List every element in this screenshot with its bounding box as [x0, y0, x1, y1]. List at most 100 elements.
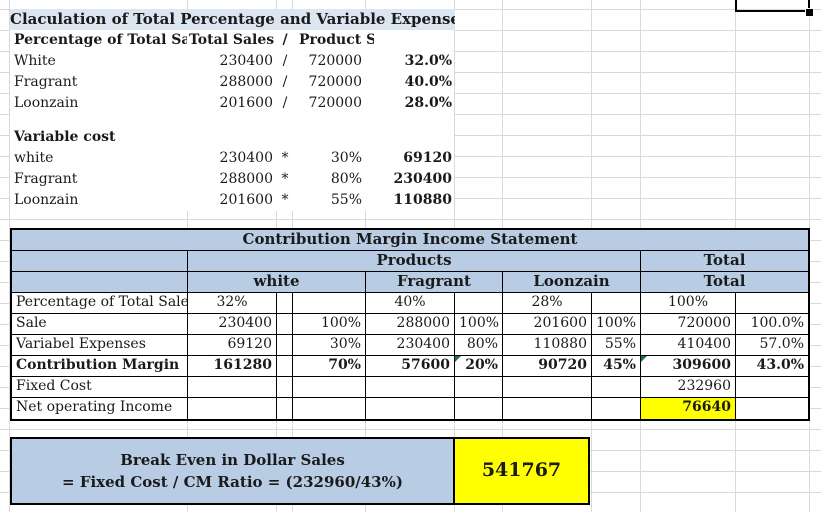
pct-row-0-sales[interactable]: 230400	[219, 53, 273, 69]
is-colhead-loonzain[interactable]: Loonzain	[503, 272, 641, 293]
is-percentage-white[interactable]: 32%	[188, 293, 277, 314]
variable-cost-heading[interactable]: Variable cost	[14, 129, 116, 145]
is-colhead-fragrant[interactable]: Fragrant	[366, 272, 503, 293]
is-variable-white-pct[interactable]: 30%	[293, 335, 366, 356]
pct-row-1-label[interactable]: Fragrant	[14, 74, 78, 90]
is-empty-cell[interactable]	[736, 377, 808, 398]
pct-row-2-pct[interactable]: 28.0%	[404, 95, 452, 111]
is-empty-cell[interactable]	[277, 398, 293, 419]
is-empty-header-cell[interactable]	[12, 272, 188, 293]
is-empty-cell[interactable]	[188, 377, 277, 398]
pct-row-1-op[interactable]: /	[282, 74, 288, 90]
is-empty-cell[interactable]	[293, 293, 366, 314]
pct-row-1-total[interactable]: 720000	[308, 74, 362, 90]
is-variable-label[interactable]: Variabel Expenses	[12, 335, 188, 356]
pct-row-1-pct[interactable]: 40.0%	[404, 74, 452, 90]
is-empty-cell[interactable]	[592, 377, 641, 398]
is-percentage-total[interactable]: 100%	[641, 293, 736, 314]
is-empty-cell[interactable]	[277, 356, 293, 377]
is-empty-cell[interactable]	[736, 293, 808, 314]
is-empty-cell[interactable]	[293, 398, 366, 419]
is-empty-cell[interactable]	[592, 293, 641, 314]
is-fixed-label[interactable]: Fixed Cost	[12, 377, 188, 398]
is-empty-cell[interactable]	[277, 293, 293, 314]
vc-row-0-label[interactable]: white	[14, 150, 54, 166]
pct-row-0-op[interactable]: /	[282, 53, 288, 69]
pct-row-0-pct[interactable]: 32.0%	[404, 53, 452, 69]
is-header-products[interactable]: Products	[188, 251, 641, 272]
pct-row-2-total[interactable]: 720000	[308, 95, 362, 111]
is-fixed-total[interactable]: 232960	[641, 377, 736, 398]
is-empty-cell[interactable]	[455, 398, 503, 419]
is-sale-total[interactable]: 720000	[641, 314, 736, 335]
pct-row-2-sales[interactable]: 201600	[219, 95, 273, 111]
vc-row-2-cost[interactable]: 110880	[393, 192, 452, 208]
is-sale-label[interactable]: Sale	[12, 314, 188, 335]
is-sale-white-pct[interactable]: 100%	[293, 314, 366, 335]
is-margin-fragrant-pct[interactable]: 20%	[455, 356, 503, 377]
is-sale-loonzain[interactable]: 201600	[503, 314, 592, 335]
is-empty-cell[interactable]	[503, 398, 592, 419]
vc-row-2-label[interactable]: Loonzain	[14, 192, 79, 208]
vc-row-0-sales[interactable]: 230400	[219, 150, 273, 166]
is-variable-fragrant[interactable]: 230400	[366, 335, 455, 356]
is-percentage-label[interactable]: Percentage of Total Sales	[12, 293, 188, 314]
is-sale-total-pct[interactable]: 100.0%	[736, 314, 808, 335]
is-variable-total[interactable]: 410400	[641, 335, 736, 356]
is-empty-cell[interactable]	[366, 398, 455, 419]
is-empty-cell[interactable]	[366, 377, 455, 398]
is-empty-cell[interactable]	[592, 398, 641, 419]
is-colhead-total[interactable]: Total	[641, 272, 808, 293]
vc-row-1-sales[interactable]: 288000	[219, 171, 273, 187]
vc-row-0-cost[interactable]: 69120	[403, 150, 452, 166]
vc-row-1-label[interactable]: Fragrant	[14, 171, 78, 187]
top-header-divide-operator[interactable]: /	[282, 32, 288, 48]
is-variable-fragrant-pct[interactable]: 80%	[455, 335, 503, 356]
is-empty-cell[interactable]	[503, 377, 592, 398]
pct-row-0-total[interactable]: 720000	[308, 53, 362, 69]
is-title[interactable]: Contribution Margin Income Statement	[12, 230, 808, 251]
top-header-total-sales[interactable]: Total Sales	[189, 32, 275, 48]
is-sale-fragrant-pct[interactable]: 100%	[455, 314, 503, 335]
vc-row-1-cost[interactable]: 230400	[393, 171, 452, 187]
is-sale-fragrant[interactable]: 288000	[366, 314, 455, 335]
is-sale-white[interactable]: 230400	[188, 314, 277, 335]
is-percentage-loonzain[interactable]: 28%	[503, 293, 592, 314]
is-variable-total-pct[interactable]: 57.0%	[736, 335, 808, 356]
pct-row-1-sales[interactable]: 288000	[219, 74, 273, 90]
is-net-total[interactable]: 76640	[641, 398, 736, 419]
is-margin-total[interactable]: 309600	[641, 356, 736, 377]
top-header-product-sales[interactable]: Product Sales	[299, 32, 374, 48]
vc-row-2-sales[interactable]: 201600	[219, 192, 273, 208]
breakeven-box[interactable]: Break Even in Dollar Sales = Fixed Cost …	[10, 437, 455, 505]
pct-row-2-label[interactable]: Loonzain	[14, 95, 79, 111]
is-margin-white-pct[interactable]: 70%	[293, 356, 366, 377]
is-variable-white[interactable]: 69120	[188, 335, 277, 356]
is-empty-cell[interactable]	[736, 398, 808, 419]
is-margin-fragrant[interactable]: 57600	[366, 356, 455, 377]
pct-row-2-op[interactable]: /	[282, 95, 288, 111]
breakeven-value[interactable]: 541767	[453, 437, 590, 505]
is-margin-loonzain[interactable]: 90720	[503, 356, 592, 377]
is-variable-loonzain[interactable]: 110880	[503, 335, 592, 356]
vc-row-1-ratio[interactable]: 80%	[330, 171, 362, 187]
is-empty-cell[interactable]	[277, 314, 293, 335]
vc-row-2-op[interactable]: *	[281, 192, 289, 208]
is-margin-white[interactable]: 161280	[188, 356, 277, 377]
is-header-total-group[interactable]: Total	[641, 251, 808, 272]
fill-handle[interactable]	[805, 8, 814, 17]
is-empty-cell[interactable]	[455, 377, 503, 398]
is-margin-loonzain-pct[interactable]: 45%	[592, 356, 641, 377]
vc-row-0-ratio[interactable]: 30%	[330, 150, 362, 166]
is-percentage-fragrant[interactable]: 40%	[366, 293, 455, 314]
vc-row-0-op[interactable]: *	[281, 150, 289, 166]
is-variable-loonzain-pct[interactable]: 55%	[592, 335, 641, 356]
is-empty-cell[interactable]	[277, 335, 293, 356]
is-empty-cell[interactable]	[188, 398, 277, 419]
is-margin-total-pct[interactable]: 43.0%	[736, 356, 808, 377]
is-colhead-white[interactable]: white	[188, 272, 366, 293]
is-margin-label[interactable]: Contribution Margin	[12, 356, 188, 377]
is-empty-cell[interactable]	[293, 377, 366, 398]
is-net-label[interactable]: Net operating Income	[12, 398, 188, 419]
is-empty-header-cell[interactable]	[12, 251, 188, 272]
